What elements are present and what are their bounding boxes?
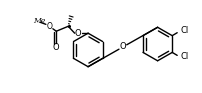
Text: O: O	[46, 22, 52, 31]
Text: O: O	[52, 44, 59, 52]
Text: O: O	[120, 43, 126, 52]
Text: Cl: Cl	[180, 26, 188, 35]
Text: Cl: Cl	[180, 52, 188, 61]
Text: Me: Me	[33, 17, 46, 25]
Text: O: O	[75, 29, 81, 38]
